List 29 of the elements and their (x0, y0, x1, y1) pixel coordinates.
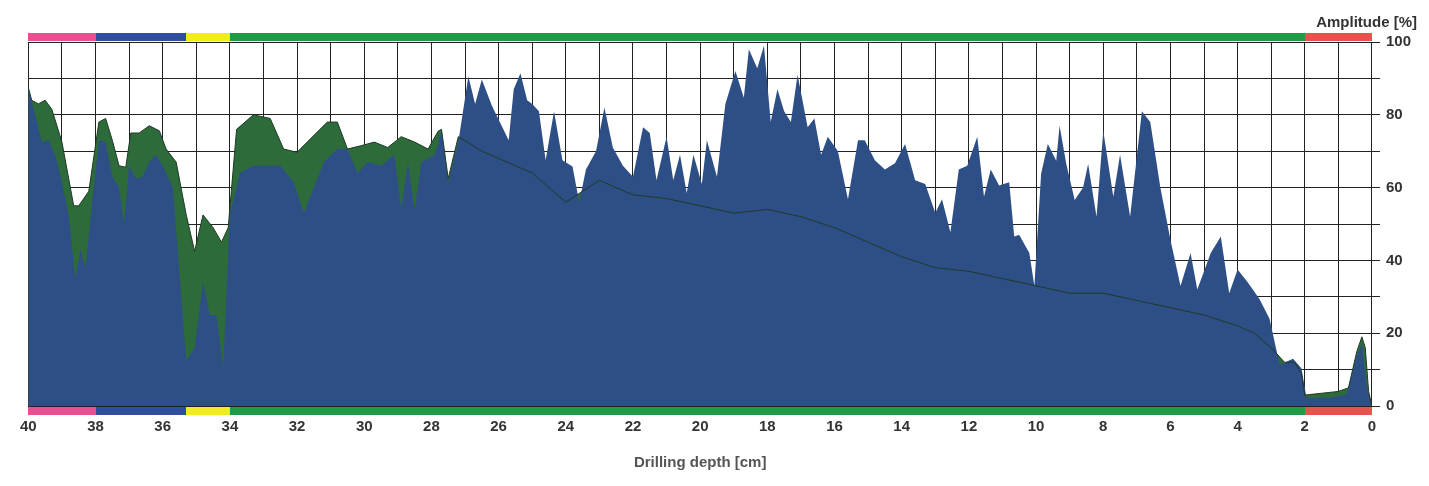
x-tick-label: 8 (1099, 417, 1108, 435)
x-tick-label: 30 (355, 417, 373, 435)
x-tick-label: 12 (960, 417, 978, 435)
y-tick-label: 60 (1385, 177, 1403, 195)
x-tick-label: 16 (826, 417, 843, 435)
x-axis-title: Drilling depth [cm] (633, 453, 767, 471)
x-tick-label: 22 (624, 417, 642, 435)
x-tick-label: 36 (154, 417, 172, 435)
x-tick-label: 14 (893, 417, 911, 435)
x-tick-label: 2 (1300, 417, 1309, 435)
x-tick-label: 38 (87, 417, 104, 435)
y-tick-label: 0 (1385, 396, 1395, 414)
x-tick-label: 10 (1027, 417, 1045, 435)
x-tick-label: 24 (557, 417, 575, 435)
y-tick-label: 20 (1385, 323, 1403, 341)
x-tick-label: 32 (288, 417, 306, 435)
x-tick-label: 4 (1233, 417, 1243, 435)
x-tick-label: 34 (221, 417, 239, 435)
y-tick-label: 80 (1385, 104, 1403, 122)
x-tick-label: 18 (759, 417, 776, 435)
y-tick-label: 40 (1385, 250, 1403, 268)
x-tick-label: 6 (1166, 417, 1175, 435)
x-tick-label: 0 (1367, 417, 1377, 435)
x-tick-label: 20 (691, 417, 709, 435)
x-tick-label: 26 (490, 417, 507, 435)
x-tick-label: 40 (20, 417, 37, 435)
y-axis-title: Amplitude [%] (1316, 12, 1417, 30)
x-tick-label: 28 (423, 417, 440, 435)
y-tick-label: 100 (1385, 32, 1411, 50)
